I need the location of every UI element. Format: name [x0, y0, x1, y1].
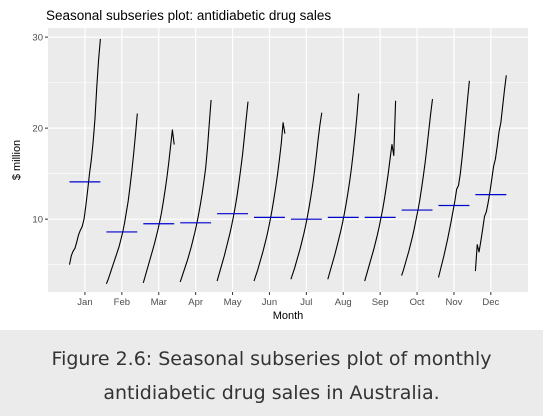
figure-caption: Figure 2.6: Seasonal subseries plot of m… [51, 348, 492, 404]
series-line-jun [253, 122, 286, 282]
series-line-apr [179, 99, 212, 283]
y-tick-label: 10 [32, 215, 43, 226]
series-line-sep [364, 100, 397, 282]
series-line-jul [290, 112, 323, 280]
chart-title: Seasonal subseries plot: antidiabetic dr… [46, 8, 331, 23]
x-tick-label: Sep [372, 297, 389, 308]
x-tick-label: Oct [410, 297, 425, 308]
series-line-mar [142, 129, 175, 284]
x-tick-label: Dec [482, 297, 499, 308]
y-tick-label: 20 [32, 124, 43, 135]
x-axis-label: Month [273, 310, 304, 322]
x-tick-label: Feb [114, 297, 130, 308]
x-tick-label: Jul [300, 297, 312, 308]
series-line-dec [474, 75, 507, 272]
x-tick-label: Mar [151, 297, 167, 308]
x-tick-label: May [224, 297, 242, 308]
series-line-jan [68, 38, 101, 265]
series-line-feb [105, 113, 138, 285]
plot-panel [48, 28, 528, 292]
x-tick-label: Apr [188, 297, 203, 308]
x-tick-label: Nov [445, 297, 462, 308]
series-line-oct [401, 98, 434, 276]
y-axis-label: $ million [11, 140, 23, 180]
y-tick-label: 30 [32, 33, 43, 44]
x-tick-label: Aug [335, 297, 352, 308]
series-line-aug [327, 93, 360, 280]
chart-svg: Seasonal subseries plot: antidiabetic dr… [11, 8, 528, 322]
x-tick-label: Jun [262, 297, 277, 308]
x-tick-label: Jan [77, 297, 92, 308]
caption-box: Figure 2.6: Seasonal subseries plot of m… [0, 336, 543, 416]
chart-figure: Seasonal subseries plot: antidiabetic dr… [0, 0, 543, 330]
series-line-may [216, 101, 249, 282]
